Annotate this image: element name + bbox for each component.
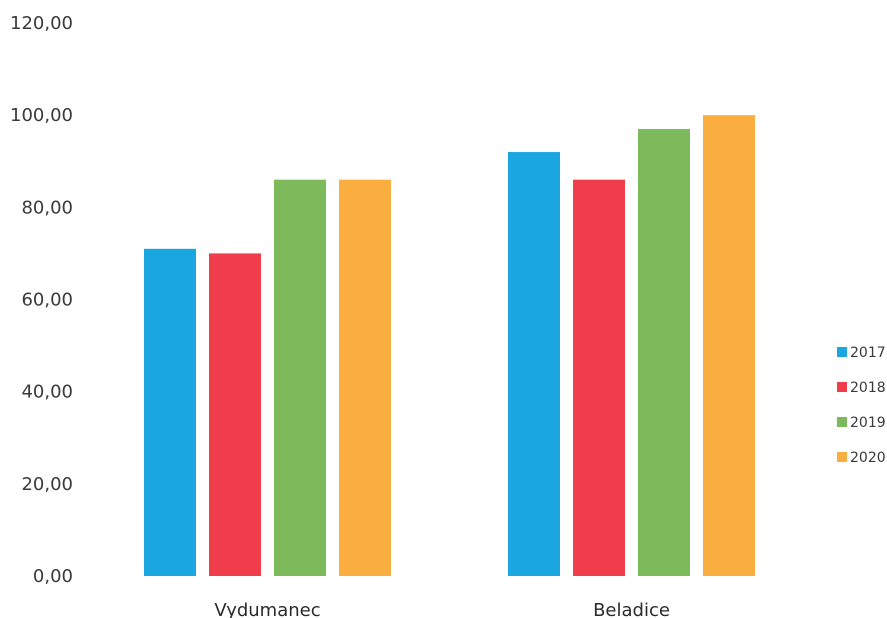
y-tick-label: 20,00 (21, 474, 73, 495)
legend: 2017 2018 2019 2020 (837, 345, 886, 466)
legend-swatch-2019 (837, 417, 847, 427)
y-axis: 0,00 20,00 40,00 60,00 80,00 100,00 120,00 (10, 13, 73, 587)
legend-swatch-2020 (837, 452, 847, 462)
x-category-label: Beladice (593, 600, 670, 618)
bar-2019-vydumanec (274, 179, 326, 576)
bar-2017-beladice (508, 152, 560, 577)
bar-2020-beladice (703, 115, 755, 577)
y-tick-label: 120,00 (10, 13, 73, 34)
bar-2019-beladice (638, 128, 690, 576)
legend-label: 2019 (850, 415, 886, 431)
y-tick-label: 40,00 (21, 382, 73, 403)
legend-label: 2018 (850, 380, 886, 396)
bars (144, 115, 755, 577)
x-category-label: Vydumanec (214, 600, 320, 618)
y-tick-label: 0,00 (33, 566, 73, 587)
y-tick-label: 60,00 (21, 290, 73, 311)
bar-2018-beladice (573, 179, 625, 576)
bar-2017-vydumanec (144, 248, 196, 576)
legend-swatch-2017 (837, 347, 847, 357)
y-tick-label: 80,00 (21, 197, 73, 218)
legend-label: 2017 (850, 345, 886, 361)
y-tick-label: 100,00 (10, 105, 73, 126)
x-axis: Vydumanec Beladice (214, 600, 670, 618)
legend-label: 2020 (850, 450, 886, 466)
bar-2018-vydumanec (209, 253, 261, 576)
bar-2020-vydumanec (339, 179, 391, 576)
legend-swatch-2018 (837, 382, 847, 392)
